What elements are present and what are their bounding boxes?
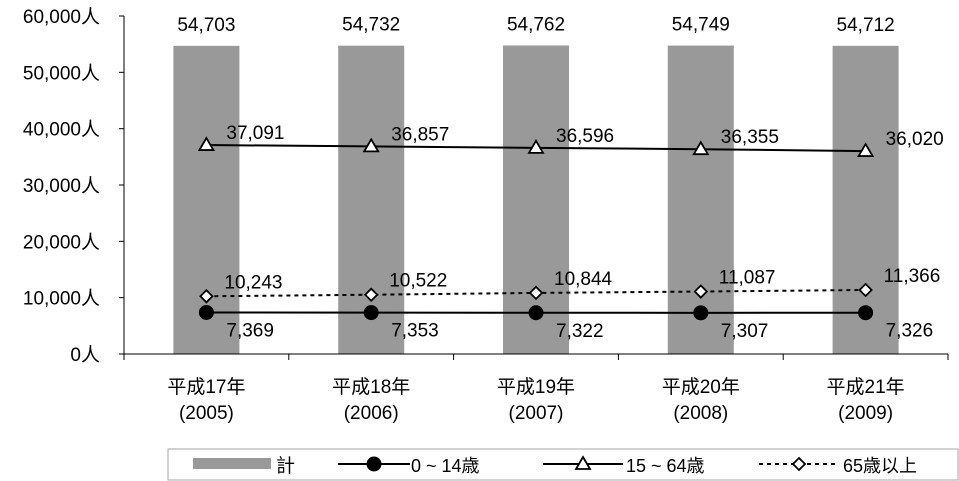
- x-tick-label: (2008): [673, 403, 728, 424]
- data-label: 10,243: [224, 272, 282, 293]
- data-label: 7,369: [226, 320, 274, 341]
- legend-label-15-64: 15 ~ 64歳: [626, 456, 705, 476]
- y-tick-label: 30,000人: [23, 175, 100, 197]
- x-tick-label: 平成20年: [662, 376, 740, 398]
- series-point-diamond: [363, 287, 379, 302]
- line-series: [197, 136, 875, 321]
- series-point-diamond: [858, 282, 873, 298]
- series-point-triangle: [857, 142, 875, 157]
- y-tick-label: 20,000人: [23, 231, 100, 253]
- data-labels: 54,703 54,732 54,762 54,749 54,712 7,369 7,353…: [177, 15, 943, 342]
- x-tick-label: 平成21年: [827, 376, 905, 398]
- y-tick-label: 0人: [70, 344, 100, 366]
- data-label: 54,732: [342, 15, 400, 36]
- data-label: 54,749: [672, 15, 730, 36]
- data-label: 7,326: [886, 321, 934, 342]
- data-label: 7,353: [391, 321, 439, 342]
- legend: 計 0 ~ 14歳 15 ~ 64歳 65歳以上: [167, 448, 959, 481]
- series-point-diamond: [693, 284, 709, 299]
- data-label: 36,020: [886, 129, 944, 150]
- y-tick-label: 60,000人: [23, 6, 100, 28]
- data-label: 36,596: [556, 126, 614, 147]
- bar-series: [173, 45, 899, 355]
- data-label: 10,522: [389, 271, 447, 292]
- legend-swatch-total: [193, 458, 271, 469]
- data-label: 54,762: [507, 15, 565, 36]
- bar-total: [667, 45, 734, 355]
- legend-label-total: 計: [276, 455, 295, 477]
- x-tick-label: (2007): [509, 403, 564, 424]
- bar-total: [832, 45, 899, 355]
- data-label: 7,307: [721, 321, 769, 342]
- data-label: 11,366: [884, 266, 941, 287]
- y-tick-label: 40,000人: [23, 119, 100, 141]
- data-label: 54,712: [837, 15, 895, 36]
- data-label: 7,322: [556, 321, 604, 342]
- series-point-triangle: [527, 139, 545, 154]
- x-tick-label: (2009): [838, 403, 893, 424]
- series-point-circle: [198, 304, 214, 320]
- x-tick-label: 平成17年: [167, 376, 245, 398]
- y-axis-ticks: 0人 10,000人 20,000人 30,000人 40,000人 50,000人 60,…: [23, 6, 949, 366]
- data-label: 11,087: [719, 268, 776, 289]
- series-point-triangle: [692, 140, 710, 156]
- data-label: 36,355: [721, 127, 779, 148]
- series-point-diamond: [528, 285, 544, 301]
- legend-marker-0-14: [366, 456, 382, 472]
- legend-label-0-14: 0 ~ 14歳: [411, 456, 480, 476]
- data-label: 37,091: [226, 123, 284, 144]
- bar-total: [338, 45, 405, 355]
- series-point-circle: [528, 305, 544, 321]
- series-point-diamond: [199, 289, 214, 304]
- x-axis-labels: 平成17年 (2005) 平成18年 (2006) 平成19年 (2007) 平成20年 (2…: [167, 376, 904, 424]
- legend-marker-65plus: [791, 456, 807, 472]
- x-tick-label: 平成18年: [332, 376, 410, 398]
- y-tick-label: 10,000人: [23, 288, 100, 310]
- series-point-circle: [693, 305, 709, 321]
- series-point-triangle: [362, 137, 380, 153]
- y-tick-label: 50,000人: [23, 62, 100, 84]
- legend-marker-15-64: [574, 455, 592, 470]
- legend-label-65plus: 65歳以上: [843, 456, 917, 476]
- data-label: 54,703: [177, 15, 235, 36]
- data-label: 36,857: [391, 124, 449, 145]
- series-point-circle: [363, 305, 379, 321]
- bar-total: [503, 45, 569, 355]
- x-tick-label: 平成19年: [497, 376, 575, 398]
- x-tick-label: (2006): [344, 403, 399, 424]
- series-point-triangle: [197, 136, 215, 151]
- series-point-circle: [858, 305, 874, 321]
- x-tick-label: (2005): [179, 403, 234, 424]
- data-label: 10,844: [554, 269, 613, 290]
